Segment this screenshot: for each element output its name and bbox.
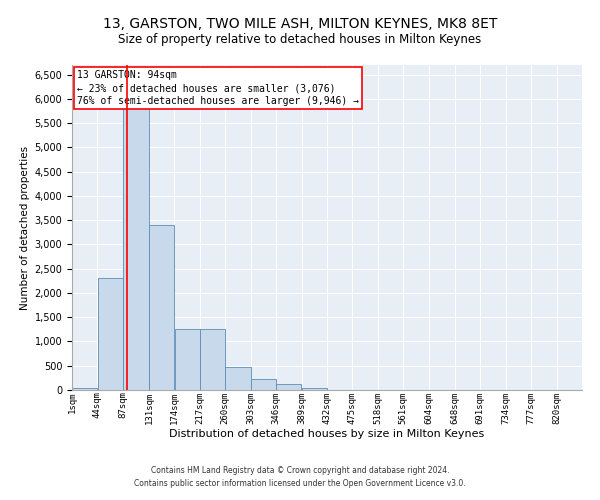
Text: Contains HM Land Registry data © Crown copyright and database right 2024.
Contai: Contains HM Land Registry data © Crown c…: [134, 466, 466, 487]
Bar: [175, 330, 200, 390]
Bar: [123, 80, 149, 390]
Bar: [200, 330, 225, 390]
X-axis label: Distribution of detached houses by size in Milton Keynes: Distribution of detached houses by size …: [169, 429, 485, 439]
Bar: [276, 384, 301, 390]
Bar: [149, 225, 174, 390]
Text: Size of property relative to detached houses in Milton Keynes: Size of property relative to detached ho…: [118, 32, 482, 46]
Bar: [302, 388, 327, 390]
Bar: [251, 379, 276, 390]
Y-axis label: Number of detached properties: Number of detached properties: [20, 146, 30, 310]
Bar: [98, 278, 123, 390]
Text: 13, GARSTON, TWO MILE ASH, MILTON KEYNES, MK8 8ET: 13, GARSTON, TWO MILE ASH, MILTON KEYNES…: [103, 18, 497, 32]
Text: 13 GARSTON: 94sqm
← 23% of detached houses are smaller (3,076)
76% of semi-detac: 13 GARSTON: 94sqm ← 23% of detached hous…: [77, 70, 359, 106]
Bar: [72, 388, 97, 390]
Bar: [226, 366, 251, 390]
